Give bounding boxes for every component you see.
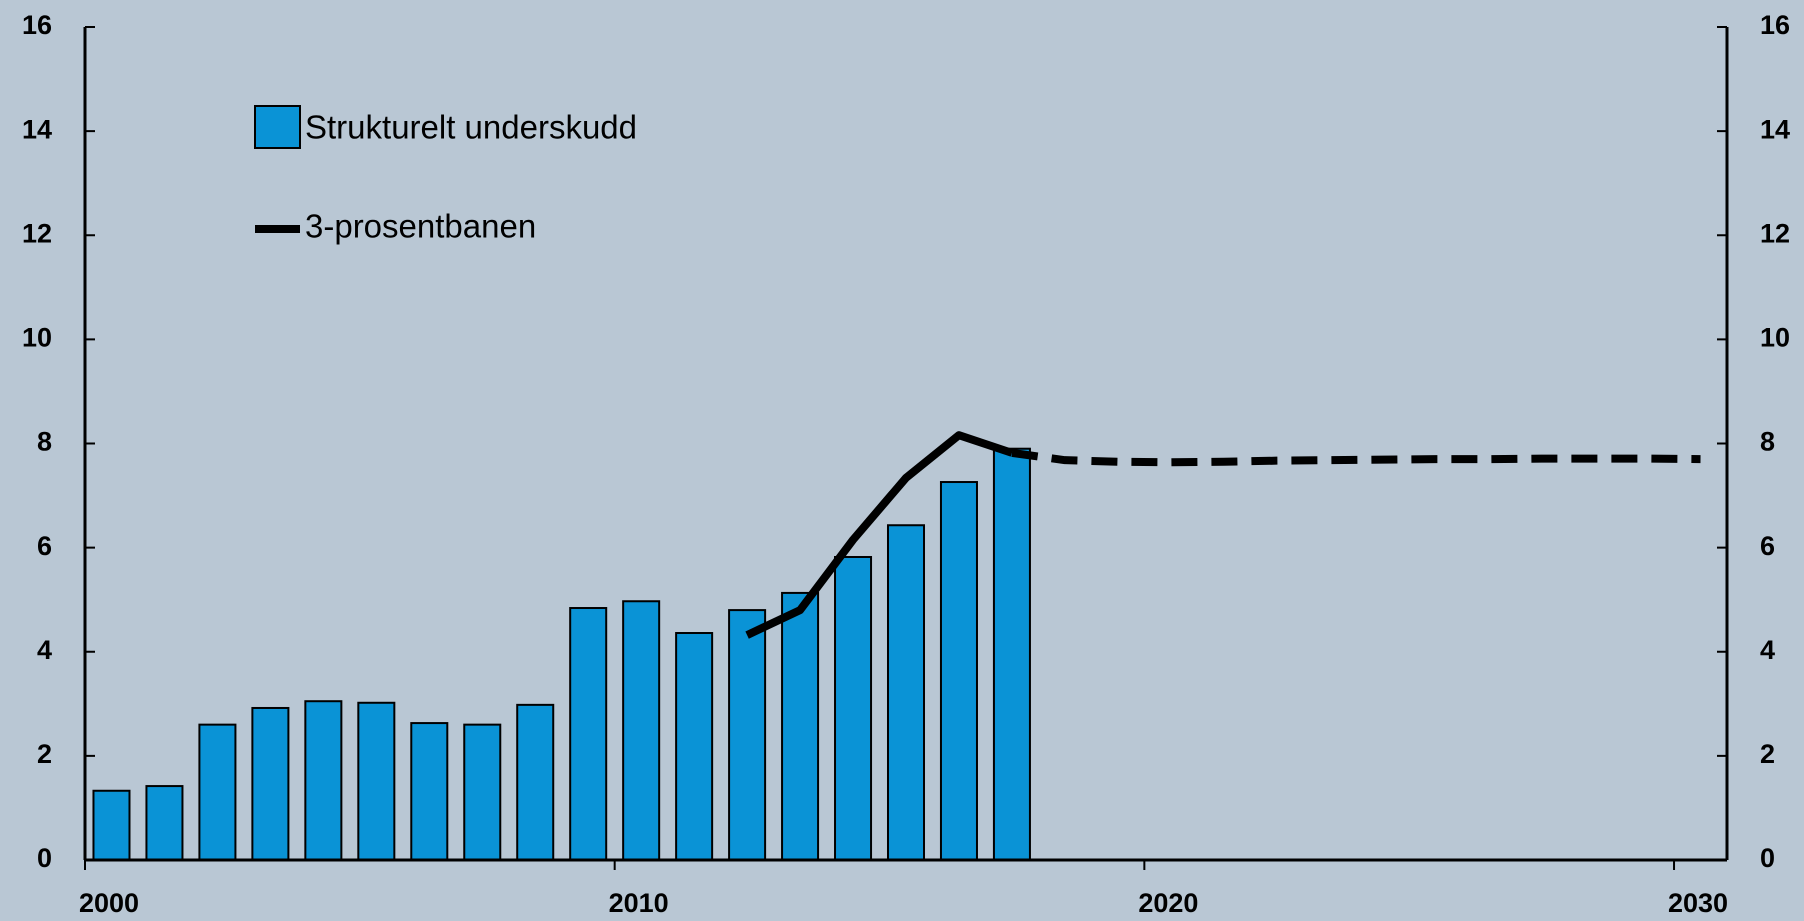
y2-tick-label: 16 <box>1760 10 1790 40</box>
chart: Strukturelt underskudd 3-prosentbanen 02… <box>0 0 1804 921</box>
bar <box>146 786 182 860</box>
y-tick-label: 14 <box>22 114 52 144</box>
y-tick-label: 2 <box>37 739 52 769</box>
y2-tick-label: 8 <box>1760 427 1775 457</box>
bar <box>305 701 341 860</box>
bar <box>782 593 818 860</box>
y-tick-label: 4 <box>37 635 52 665</box>
legend-label: Strukturelt underskudd <box>305 109 637 146</box>
bar <box>570 608 606 860</box>
bar <box>358 703 394 860</box>
x-tick-label: 2010 <box>609 888 669 918</box>
bar <box>729 610 765 860</box>
bar <box>994 449 1030 860</box>
y-tick-label: 0 <box>37 843 52 873</box>
bar <box>941 482 977 860</box>
bar <box>93 791 129 860</box>
x-tick-label: 2030 <box>1668 888 1728 918</box>
bar <box>676 633 712 860</box>
x-tick-label: 2000 <box>79 888 139 918</box>
page: {"chart_data": { "type": "bar", "xlim": … <box>0 0 1804 921</box>
legend-label: 3-prosentbanen <box>305 208 536 245</box>
bar <box>517 705 553 860</box>
bar <box>252 708 288 860</box>
y2-tick-label: 4 <box>1760 635 1775 665</box>
bar <box>888 525 924 860</box>
y2-tick-label: 12 <box>1760 218 1790 248</box>
bar <box>835 557 871 860</box>
y2-tick-label: 10 <box>1760 323 1790 353</box>
y-tick-label: 6 <box>37 531 52 561</box>
y-tick-label: 16 <box>22 10 52 40</box>
x-tick-label: 2020 <box>1138 888 1198 918</box>
y-tick-label: 8 <box>37 427 52 457</box>
bar <box>199 725 235 860</box>
y2-tick-label: 6 <box>1760 531 1775 561</box>
y2-tick-label: 0 <box>1760 843 1775 873</box>
bar <box>623 601 659 860</box>
y2-tick-label: 2 <box>1760 739 1775 769</box>
bar <box>411 723 447 860</box>
bar <box>464 725 500 860</box>
y-tick-label: 10 <box>22 323 52 353</box>
y2-tick-label: 14 <box>1760 114 1790 144</box>
y-tick-label: 12 <box>22 218 52 248</box>
legend-swatch <box>255 106 300 148</box>
